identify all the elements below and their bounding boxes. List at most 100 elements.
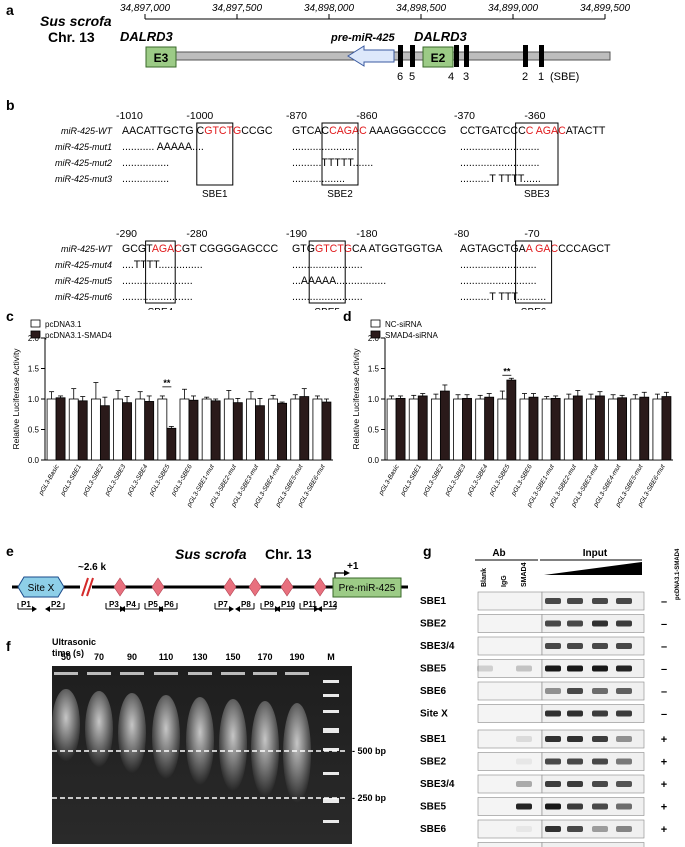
row-label: miR-425-mut6 — [55, 292, 112, 302]
ab-lane-strip — [477, 842, 543, 847]
sample-smear — [118, 693, 146, 773]
y-axis-label: Relative Luciferase Activity — [351, 348, 361, 450]
primer-arrowhead — [32, 606, 37, 612]
seq-post: AAAGGGCCCG — [367, 125, 446, 137]
y-tick-label: 1.0 — [28, 395, 40, 404]
sbe-label: SBE2 — [327, 189, 353, 200]
pcr-band — [592, 620, 608, 627]
position-label: -370 — [454, 110, 475, 122]
seq-post: CCCAGCT — [558, 243, 611, 255]
gene-right-label: DALRD3 — [414, 29, 467, 44]
bar-control — [46, 398, 57, 461]
bar-control — [157, 398, 168, 461]
sample-smear — [152, 695, 180, 779]
primer-arrowhead — [229, 606, 234, 612]
pcr-band — [516, 736, 532, 742]
mut-sequence: ..........T TTTT...... — [460, 173, 541, 185]
position-label: -180 — [356, 228, 377, 240]
sbe-num-6: 6 — [397, 71, 403, 83]
mut-sequence: .......................... — [460, 275, 537, 287]
x-tick-label: pGL3-SBE3 — [103, 463, 127, 498]
y-tick-label: 2.0 — [28, 334, 40, 343]
pcr-band — [545, 710, 561, 717]
ruler-label: 34,897,000 — [120, 3, 170, 14]
pcr-band — [592, 758, 608, 765]
position-label: -1010 — [116, 110, 143, 122]
x-tick-label: pGL3-Basic — [377, 463, 401, 497]
primer-arrow — [280, 603, 295, 610]
bar-control — [386, 398, 397, 461]
bar-control — [475, 398, 486, 461]
wt-sequence: GTGGTCTGCA ATGGTGGTGA — [292, 243, 443, 255]
site-x-hexagon — [17, 576, 65, 598]
bar-control — [68, 398, 79, 461]
pcr-band — [567, 688, 583, 694]
pcr-band — [516, 781, 532, 787]
bar-treatment — [299, 396, 310, 461]
x-tick-label: pGL3-SBE3 — [443, 463, 467, 498]
sample-well — [87, 672, 111, 675]
primer-label: P4 — [126, 600, 136, 609]
sample-smear — [219, 699, 247, 791]
position-label: -80 — [454, 228, 469, 240]
ruler-label: 34,897,500 — [212, 3, 262, 14]
pcr-band — [616, 688, 632, 694]
row-label: miR-425-mut1 — [55, 142, 112, 152]
seq-sbe-core: GTCTG — [204, 125, 241, 137]
sample-well — [154, 672, 178, 675]
marker-label-500: - 500 bp — [352, 746, 387, 756]
primer-arrow — [105, 603, 120, 610]
bar-treatment — [144, 401, 155, 461]
ab-lane-strip — [477, 752, 543, 771]
bar-treatment — [255, 405, 265, 461]
exon-e2-label: E2 — [431, 51, 446, 65]
bar-control — [630, 398, 641, 461]
row-label: miR-425-WT — [61, 126, 114, 136]
primer-arrow — [163, 603, 178, 610]
sbe-box — [515, 122, 559, 186]
ab-lane-strip — [477, 636, 543, 656]
sbe-label: SBE6 — [521, 307, 547, 310]
pcr-band — [616, 803, 632, 810]
seq-sbe-core: AGAC — [152, 243, 182, 255]
seq-pre: AACATTGCTG C — [122, 125, 205, 137]
pcr-band — [516, 803, 532, 810]
y-tick-label: 0.0 — [368, 456, 380, 465]
lane-label: 150 — [225, 652, 240, 662]
sbe-bar-3 — [464, 45, 469, 67]
mut-sequence: ........................ — [122, 291, 193, 303]
ab-lane-strip — [477, 681, 543, 701]
wt-sequence: AGTAGCTGAA GACCCCAGCT — [460, 243, 611, 255]
bar-treatment — [210, 400, 221, 461]
primer-arrowhead — [45, 606, 50, 612]
bar-treatment — [395, 397, 406, 461]
exon-e3-box — [145, 46, 177, 68]
pcr-band — [545, 665, 561, 672]
position-label: -360 — [524, 110, 545, 122]
target-label: SBE1 — [420, 734, 447, 745]
sample-smear — [85, 691, 113, 767]
lane-label: 90 — [127, 652, 137, 662]
bar-treatment — [462, 397, 472, 461]
primer-arrow — [322, 603, 337, 610]
row-label: miR-425-mut4 — [55, 260, 112, 270]
sample-smear — [186, 697, 214, 785]
bar-treatment — [639, 396, 650, 461]
pre-mirna-label: pre-miR-425 — [330, 32, 395, 44]
x-tick-label: pGL3-SBE2 — [81, 463, 105, 498]
panel-label-d: d — [343, 308, 352, 324]
sbe-suffix: (SBE) — [550, 71, 579, 83]
bar-treatment — [99, 405, 110, 461]
treatment-sign: + — [661, 757, 667, 769]
sbe-num-3: 3 — [463, 71, 469, 83]
pcr-band — [592, 781, 608, 787]
seq-sbe-core: A GAC — [526, 243, 559, 255]
ladder-band — [323, 772, 339, 775]
bar-control — [246, 398, 256, 461]
col-treatment: pcDNA3.1-SMAD4 — [675, 548, 681, 600]
ab-lane-strip — [477, 819, 543, 839]
input-lane-strip — [541, 842, 645, 847]
bar-treatment — [484, 396, 495, 461]
row-label: miR-425-mut5 — [55, 276, 113, 286]
sbe-diamond-6 — [313, 577, 327, 597]
